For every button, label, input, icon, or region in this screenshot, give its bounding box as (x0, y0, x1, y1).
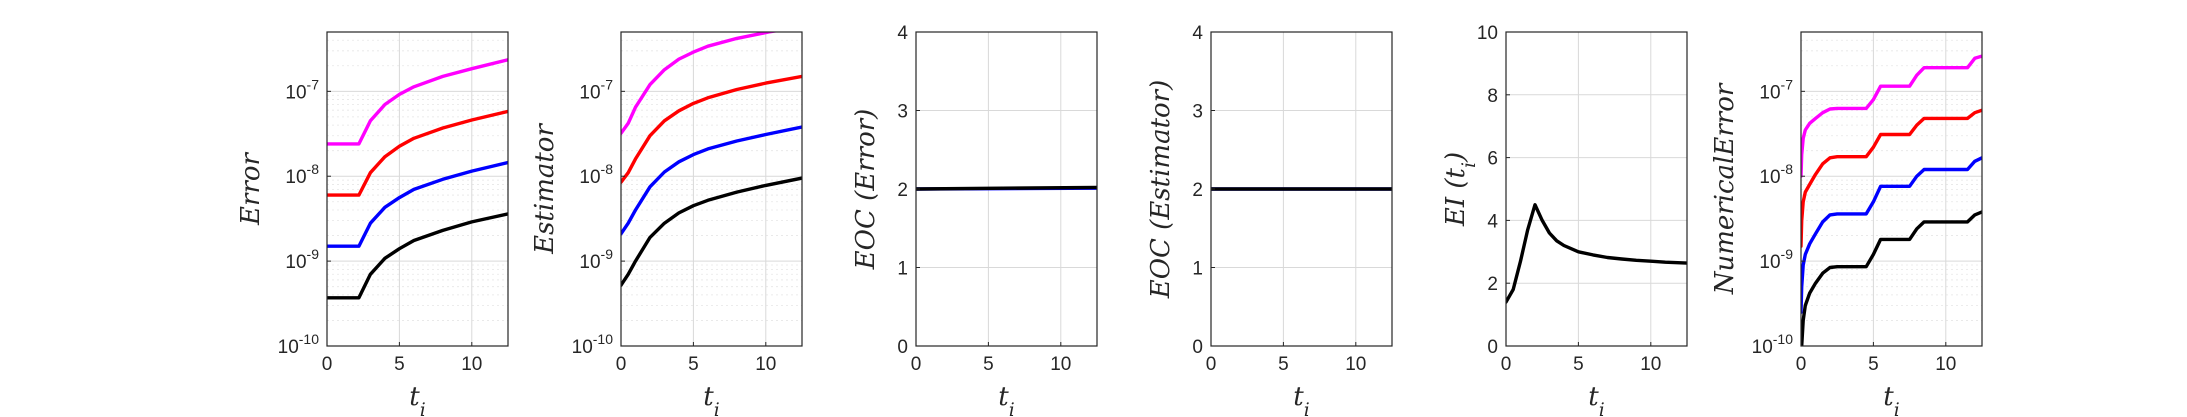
chart-4-xtick-0: 0 (1501, 354, 1512, 375)
chart-3-ytick-0: 0 (1192, 337, 1203, 358)
chart-0-series-1-line (327, 109, 508, 197)
chart-3-ytick-3: 3 (1192, 102, 1203, 123)
chart-0-x-axis-label: ti (409, 382, 425, 417)
chart-1-x-axis-label: ti (703, 382, 719, 417)
chart-1-xtick-0: 0 (616, 354, 627, 375)
chart-4-ytick-5: 10 (1477, 23, 1498, 44)
chart-2-ytick-3: 3 (897, 102, 908, 123)
chart-2-series-group (916, 185, 1097, 191)
chart-5-y-axis-label: NumericalError (1710, 82, 1740, 295)
chart-1-series-1-line (621, 74, 802, 184)
chart-panel-5: 0 5 10 0 2 4 6 8 10 ti EI (ti) (1441, 23, 1688, 417)
chart-1-ytick-0: 10-10 (572, 331, 614, 358)
chart-5-series-3-line (1801, 210, 1982, 346)
chart-3-xtick-1: 5 (1278, 354, 1289, 375)
chart-1-series-group (621, 32, 802, 287)
chart-5-x-axis-label: ti (1883, 382, 1899, 417)
chart-0-series-group (327, 58, 508, 300)
chart-1-axes-frame (620, 31, 803, 347)
chart-2-ytick-1: 1 (897, 259, 908, 280)
chart-5-xtick-1: 5 (1868, 354, 1879, 375)
chart-5-series-0-line (1801, 54, 1982, 178)
chart-3-x-axis-label: ti (1293, 382, 1309, 417)
chart-4-x-axis-label: ti (1588, 382, 1604, 417)
chart-4-y-axis-label: EI (ti) (1441, 152, 1480, 227)
chart-4-xtick-1: 5 (1573, 354, 1584, 375)
chart-0-xtick-2: 10 (461, 354, 482, 375)
chart-5-series-group (1801, 54, 1982, 346)
chart-0-xtick-0: 0 (322, 354, 333, 375)
chart-2-ytick-2: 2 (897, 180, 908, 201)
chart-1-series-0-line (621, 32, 779, 136)
chart-1-series-2-line (621, 125, 802, 236)
chart-panel-2: 0 5 10 10-10 10-9 10-8 10-7 ti Estimator (530, 31, 803, 417)
chart-2-xtick-2: 10 (1050, 354, 1071, 375)
chart-2-ytick-0: 0 (897, 337, 908, 358)
chart-panel-1: 0 5 10 10-10 10-9 10-8 10-7 ti Error (236, 31, 509, 417)
chart-2-xtick-1: 5 (983, 354, 994, 375)
chart-5-series-2-line (1801, 156, 1982, 314)
chart-1-ytick-3: 10-7 (579, 76, 613, 103)
chart-3-xtick-2: 10 (1345, 354, 1366, 375)
chart-5-axes-frame (1800, 31, 1983, 347)
chart-4-ytick-4: 8 (1487, 86, 1498, 107)
chart-0-axes-frame (326, 31, 509, 347)
chart-2-series-1-line (916, 185, 1097, 191)
chart-2-ytick-4: 4 (897, 23, 908, 44)
chart-2-xtick-0: 0 (911, 354, 922, 375)
chart-1-y-axis-label: Estimator (530, 123, 560, 255)
chart-3-ytick-2: 2 (1192, 180, 1203, 201)
chart-1-series-3-line (621, 176, 802, 287)
chart-0-ytick-3: 10-7 (285, 76, 319, 103)
chart-5-xtick-2: 10 (1935, 354, 1956, 375)
chart-4-ytick-1: 2 (1487, 274, 1498, 295)
chart-3-ytick-1: 1 (1192, 259, 1203, 280)
chart-0-ytick-0: 10-10 (278, 331, 320, 358)
chart-3-ytick-4: 4 (1192, 23, 1203, 44)
chart-3-y-axis-label: EOC (Estimator) (1146, 80, 1176, 300)
chart-5-series-1-line (1801, 108, 1982, 248)
chart-0-series-0-line (327, 58, 508, 146)
chart-4-xtick-2: 10 (1640, 354, 1661, 375)
chart-1-xtick-2: 10 (755, 354, 776, 375)
chart-0-y-axis-label: Error (236, 151, 266, 225)
chart-5-xtick-0: 0 (1796, 354, 1807, 375)
chart-4-series-group (1506, 202, 1687, 304)
chart-1-xtick-1: 5 (688, 354, 699, 375)
chart-panel-3: 0 5 10 0 1 2 3 4 ti EOC (Error) (851, 23, 1098, 417)
chart-0-series-2-line (327, 160, 508, 248)
chart-1-ytick-2: 10-8 (579, 161, 613, 188)
chart-5-ytick-1: 10-9 (1759, 246, 1793, 273)
chart-4-ytick-3: 6 (1487, 149, 1498, 170)
chart-4-series-0-line (1506, 202, 1687, 304)
chart-4-ytick-0: 0 (1487, 337, 1498, 358)
chart-2-x-axis-label: ti (998, 382, 1014, 417)
chart-5-ytick-0: 10-10 (1752, 331, 1794, 358)
chart-5-ytick-3: 10-7 (1759, 76, 1793, 103)
chart-5-ytick-2: 10-8 (1759, 161, 1793, 188)
chart-0-ytick-1: 10-9 (285, 246, 319, 273)
chart-2-y-axis-label: EOC (Error) (851, 109, 881, 271)
chart-0-xtick-1: 5 (394, 354, 405, 375)
chart-panel-6: 0 5 10 10-10 10-9 10-8 10-7 ti NumericalError (1710, 31, 1983, 417)
chart-3-xtick-0: 0 (1206, 354, 1217, 375)
chart-1-ytick-1: 10-9 (579, 246, 613, 273)
chart-4-axes-frame (1505, 31, 1688, 347)
chart-panel-4: 0 5 10 0 1 2 3 4 ti EOC (Estimator) (1146, 23, 1393, 417)
chart-0-ytick-2: 10-8 (285, 161, 319, 188)
chart-0-series-3-line (327, 212, 508, 300)
chart-4-ytick-2: 4 (1487, 211, 1498, 232)
